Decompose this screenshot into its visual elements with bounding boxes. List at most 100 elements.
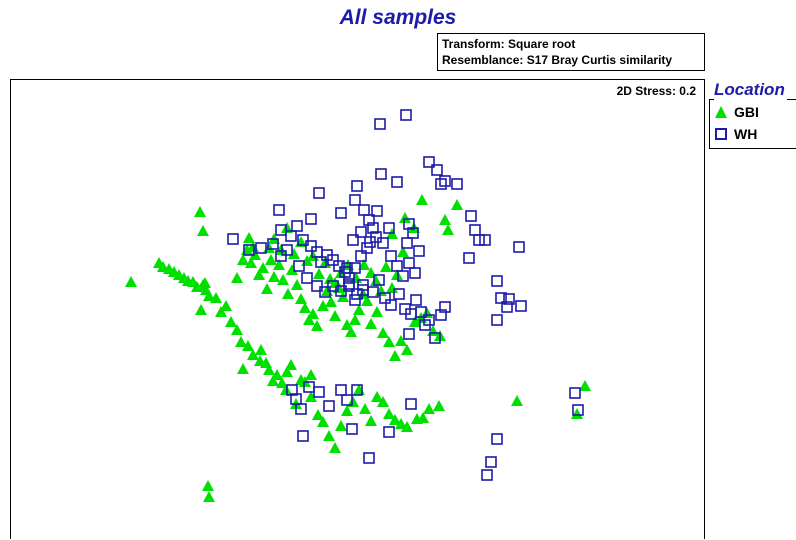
data-point-wh (403, 218, 415, 230)
data-point-wh (393, 288, 405, 300)
data-point-gbi (242, 340, 254, 351)
data-point-gbi (325, 296, 337, 307)
chart-title: All samples (339, 6, 457, 29)
data-point-gbi (273, 259, 285, 270)
data-point-gbi (307, 308, 319, 319)
data-point-gbi (271, 369, 283, 380)
data-point-gbi (439, 214, 451, 225)
data-point-gbi (303, 314, 315, 325)
data-point-wh (419, 319, 431, 331)
data-point-gbi (202, 480, 214, 491)
data-point-wh (375, 168, 387, 180)
data-point-gbi (395, 335, 407, 346)
data-point-gbi (401, 421, 413, 432)
data-point-gbi (243, 232, 255, 243)
data-point-gbi (311, 320, 323, 331)
data-point-gbi (511, 395, 523, 406)
data-point-wh (351, 180, 363, 192)
data-point-wh (371, 205, 383, 217)
data-point-gbi (281, 366, 293, 377)
data-point-gbi (341, 319, 353, 330)
transform-info-box: Transform: Square root Resemblance: S17 … (437, 33, 705, 71)
data-point-wh (363, 214, 375, 226)
data-point-wh (377, 237, 389, 249)
data-point-wh (343, 278, 355, 290)
data-point-gbi (371, 306, 383, 317)
data-point-wh (305, 240, 317, 252)
data-point-wh (491, 433, 503, 445)
data-point-gbi (276, 377, 288, 388)
data-point-gbi (389, 414, 401, 425)
data-point-gbi (305, 369, 317, 380)
data-point-wh (439, 175, 451, 187)
data-point-gbi (329, 442, 341, 453)
data-point-wh (243, 244, 255, 256)
data-point-gbi (286, 264, 298, 275)
data-point-wh (572, 404, 584, 416)
data-point-gbi (358, 259, 370, 270)
data-point-gbi (288, 248, 300, 259)
data-point-gbi (442, 224, 454, 235)
data-point-wh (479, 234, 491, 246)
data-point-wh (400, 109, 412, 121)
data-point-gbi (268, 271, 280, 282)
data-point-gbi (383, 336, 395, 347)
data-point-wh (293, 260, 305, 272)
data-point-gbi (237, 254, 249, 265)
data-point-wh (319, 286, 331, 298)
data-point-wh (341, 262, 353, 274)
data-point-gbi (261, 283, 273, 294)
legend-item-gbi: GBI (714, 103, 759, 121)
data-point-gbi (199, 277, 211, 288)
data-point-gbi (423, 403, 435, 414)
data-point-wh (295, 403, 307, 415)
data-point-gbi (282, 288, 294, 299)
data-point-gbi (380, 261, 392, 272)
data-point-wh (333, 260, 345, 272)
data-point-gbi (194, 206, 206, 217)
data-point-gbi (349, 314, 361, 325)
data-point-wh (373, 274, 385, 286)
data-point-gbi (195, 304, 207, 315)
data-point-wh (431, 164, 443, 176)
data-point-wh (297, 430, 309, 442)
data-point-wh (491, 275, 503, 287)
data-point-wh (346, 423, 358, 435)
data-point-gbi (231, 272, 243, 283)
data-point-wh (341, 394, 353, 406)
data-point-gbi (409, 316, 421, 327)
data-point-wh (267, 238, 279, 250)
data-point-gbi (197, 225, 209, 236)
resemblance-label: Resemblance: S17 Bray Curtis similarity (442, 53, 673, 67)
data-point-gbi (370, 275, 382, 286)
series-gbi (125, 194, 591, 502)
data-point-wh (273, 204, 285, 216)
data-point-wh (227, 233, 239, 245)
data-point-gbi (383, 408, 395, 419)
data-point-gbi (345, 326, 357, 337)
data-point-wh (413, 245, 425, 257)
data-point-wh (374, 118, 386, 130)
data-point-gbi (291, 279, 303, 290)
legend-triangle-icon (715, 106, 727, 118)
data-point-wh (473, 234, 485, 246)
data-point-gbi (253, 269, 265, 280)
legend-title: Location (714, 80, 787, 100)
data-point-gbi (391, 269, 403, 280)
data-point-wh (281, 244, 293, 256)
data-point-wh (286, 384, 298, 396)
data-point-wh (465, 210, 477, 222)
data-point-gbi (275, 244, 287, 255)
data-point-wh (358, 204, 370, 216)
data-point-wh (515, 300, 527, 312)
data-point-wh (347, 234, 359, 246)
data-point-wh (385, 299, 397, 311)
data-point-gbi (341, 405, 353, 416)
data-point-gbi (313, 268, 325, 279)
data-point-wh (463, 252, 475, 264)
data-point-gbi (399, 212, 411, 223)
data-point-gbi (245, 257, 257, 268)
data-point-wh (351, 288, 363, 300)
data-point-gbi (235, 336, 247, 347)
data-point-gbi (417, 412, 429, 423)
